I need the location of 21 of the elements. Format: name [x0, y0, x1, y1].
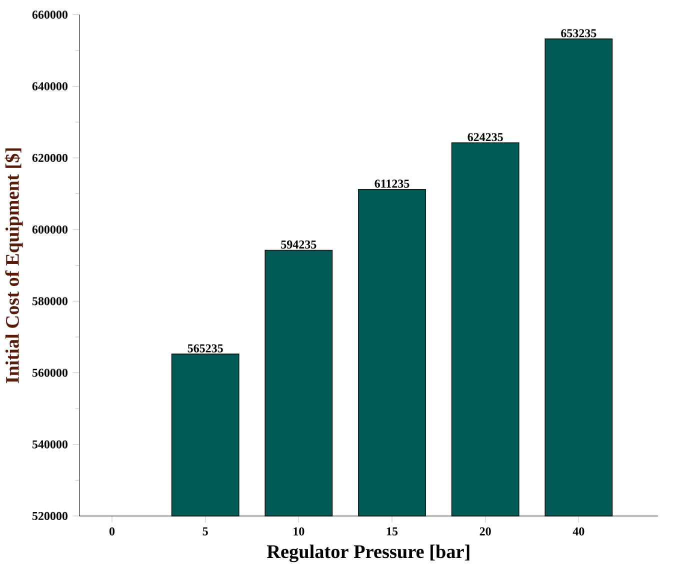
x-tick-label: 40 [572, 528, 584, 536]
x-tick-label: 5 [202, 528, 208, 536]
data-label: 594235 [281, 240, 316, 249]
x-axis-title: Regulator Pressure [bar] [266, 544, 470, 562]
y-tick-label: 580000 [32, 297, 68, 306]
y-tick-label: 660000 [32, 10, 68, 19]
y-tick-label: 620000 [32, 154, 68, 162]
y-tick-label: 540000 [32, 440, 68, 449]
y-tick-label: 640000 [32, 82, 68, 91]
data-label: 565235 [188, 344, 223, 353]
x-tick-label: 15 [386, 528, 398, 536]
y-tick-label: 600000 [32, 226, 68, 234]
y-axis-title: Initial Cost of Equipment [$] [4, 148, 23, 384]
x-tick-label: 20 [480, 528, 491, 536]
data-label: 611235 [374, 180, 410, 188]
data-label: 653235 [561, 29, 596, 38]
x-tick-label: 10 [294, 528, 304, 536]
data-label: 624235 [468, 133, 503, 142]
y-tick-label: 520000 [32, 512, 68, 520]
y-tick-label: 560000 [32, 368, 68, 377]
x-tick-label: 0 [109, 528, 115, 536]
